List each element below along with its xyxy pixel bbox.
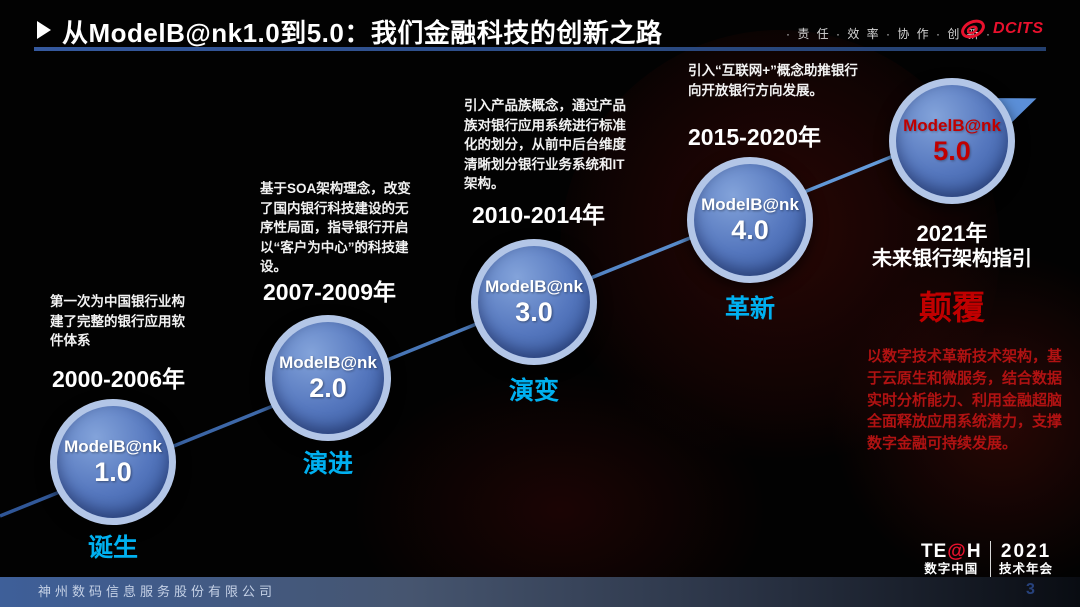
stage-3-name: ModelB@nk <box>485 276 583 296</box>
stage-1-label: 诞生 <box>87 534 138 562</box>
stage-2-version: 2.0 <box>309 372 347 403</box>
event-year-block: 2021 技术年会 <box>999 540 1054 577</box>
title-underline <box>34 47 1046 51</box>
footer-bar: 神州数码信息服务股份有限公司 3 <box>0 577 1080 607</box>
page-title: 从ModelB@nk1.0到5.0：我们金融科技的创新之路 <box>62 18 663 48</box>
stage-5-circle: ModelB@nk 5.0 <box>889 78 1015 204</box>
tech-logo-subtext: 数字中国 <box>924 561 979 576</box>
stage-1-years: 2000-2006年 <box>52 366 185 392</box>
tech-event-logo: TE@H 数字中国 2021 技术年会 <box>921 541 1053 577</box>
dcits-logo-text: DCITS <box>993 20 1044 37</box>
tech-china-logo: TE@H 数字中国 <box>921 540 982 577</box>
stage-5-years: 2021年 <box>916 221 988 246</box>
stage-5-name: ModelB@nk <box>903 115 1001 135</box>
stage-2-description: 基于SOA架构理念，改变了国内银行科技建设的无序性局面，指导银行开启以“客户为中… <box>260 181 411 275</box>
stage-4-years: 2015-2020年 <box>688 124 821 150</box>
stage-3-description: 引入产品族概念，通过产品族对银行应用系统进行标准化的划分，从前中后台维度清晰划分… <box>464 98 626 192</box>
stage-5-description: 以数字技术革新技术架构，基于云原生和微服务，结合数据实时分析能力、利用金融超脑全… <box>867 348 1063 452</box>
tech-logo-at-icon: @ <box>947 540 967 562</box>
company-motto: · 责 任 · 效 率 · 协 作 · 创 新 · <box>786 27 992 41</box>
event-logo-divider <box>989 541 992 577</box>
stage-1-description: 第一次为中国银行业构建了完整的银行应用软件体系 <box>50 294 185 349</box>
stage-3-label: 演变 <box>508 377 559 405</box>
stage-1-circle: ModelB@nk 1.0 <box>50 399 176 525</box>
stage-5-version: 5.0 <box>933 135 971 166</box>
stage-4-description: 引入“互联网+”概念助推银行向开放银行方向发展。 <box>688 63 858 98</box>
stage-5-label: 颠覆 <box>919 289 985 326</box>
dcits-swirl-icon <box>961 19 985 39</box>
page-number: 3 <box>1026 581 1035 598</box>
stage-4-circle: ModelB@nk 4.0 <box>687 157 813 283</box>
stage-3-version: 3.0 <box>515 296 553 327</box>
tech-logo-text: TE@H <box>921 540 982 562</box>
stage-4-name: ModelB@nk <box>701 194 799 214</box>
stage-3-circle: ModelB@nk 3.0 <box>471 239 597 365</box>
stage-2-label: 演进 <box>302 450 353 478</box>
stage-5-subtitle: 未来银行架构指引 <box>872 248 1032 270</box>
event-year: 2021 <box>1000 540 1052 562</box>
event-year-subtext: 技术年会 <box>999 561 1054 576</box>
stage-2-name: ModelB@nk <box>279 352 377 372</box>
stage-3-years: 2010-2014年 <box>472 202 605 228</box>
stage-1-version: 1.0 <box>94 456 132 487</box>
footer-company-name: 神州数码信息服务股份有限公司 <box>38 584 277 599</box>
stage-2-years: 2007-2009年 <box>263 279 396 305</box>
title-triangle-icon <box>37 21 51 39</box>
dcits-logo: DCITS <box>958 16 1044 42</box>
stage-4-label: 革新 <box>724 295 775 323</box>
stage-4-version: 4.0 <box>731 214 769 245</box>
stage-2-circle: ModelB@nk 2.0 <box>265 315 391 441</box>
stage-1-name: ModelB@nk <box>64 436 162 456</box>
